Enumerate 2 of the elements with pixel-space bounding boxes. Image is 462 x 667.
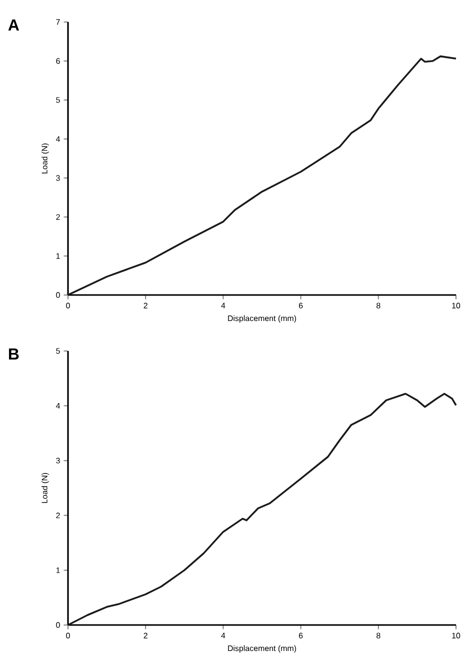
chart-title: A <box>8 20 20 31</box>
chart-title: B <box>8 348 19 360</box>
